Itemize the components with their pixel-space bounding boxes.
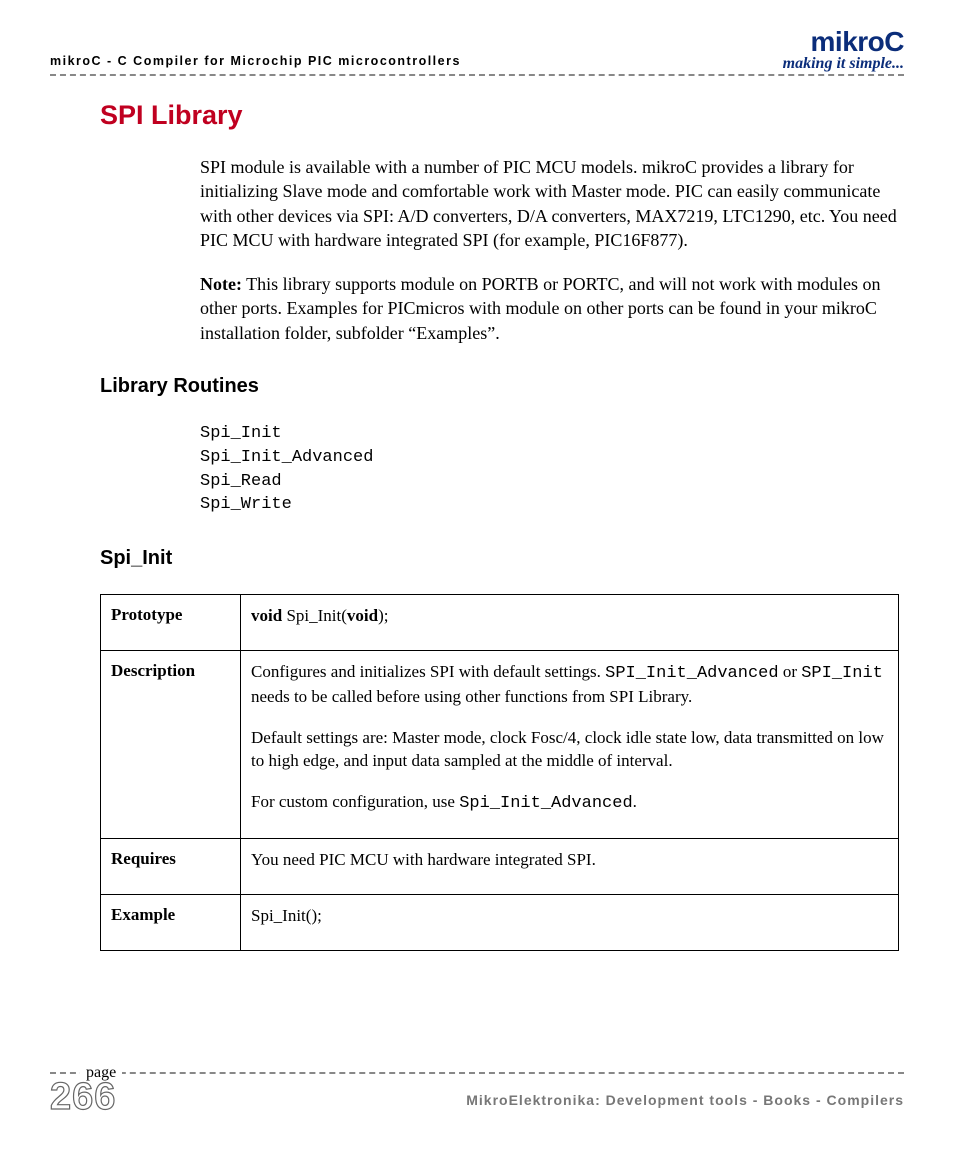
brand-logo-text: mikroC (783, 28, 904, 56)
brand-tagline: making it simple... (783, 56, 904, 72)
page-footer: page 266 MikroElektronika: Development t… (50, 1072, 904, 1119)
code-inline: Spi_Init_Advanced (459, 794, 632, 813)
row-label-example: Example (101, 894, 241, 950)
code-text: ); (378, 606, 388, 625)
routine-item: Spi_Read (200, 470, 904, 494)
section-library-routines: Library Routines (100, 375, 904, 398)
table-row: Requires You need PIC MCU with hardware … (101, 838, 899, 894)
desc-p2: Default settings are: Master mode, clock… (251, 727, 888, 773)
page-header: mikroC - C Compiler for Microchip PIC mi… (50, 28, 904, 72)
desc-text: . (633, 792, 637, 811)
note-text: This library supports module on PORTB or… (200, 274, 880, 343)
keyword: void (251, 606, 282, 625)
header-right: mikroC making it simple... (783, 28, 904, 72)
row-label-description: Description (101, 651, 241, 839)
routine-list: Spi_Init Spi_Init_Advanced Spi_Read Spi_… (200, 422, 904, 517)
page-content: SPI Library SPI module is available with… (50, 76, 904, 951)
row-label-prototype: Prototype (101, 595, 241, 651)
note-paragraph: Note: This library supports module on PO… (200, 272, 900, 345)
row-value-description: Configures and initializes SPI with defa… (241, 651, 899, 839)
desc-text: For custom configuration, use (251, 792, 459, 811)
footer-divider (50, 1072, 904, 1074)
routine-item: Spi_Init (200, 422, 904, 446)
page-number: 266 (50, 1076, 122, 1119)
keyword: void (347, 606, 378, 625)
note-label: Note: (200, 274, 242, 294)
routine-item: Spi_Init_Advanced (200, 446, 904, 470)
section-spi-init: Spi_Init (100, 547, 904, 570)
footer-company-text: MikroElektronika: Development tools - Bo… (466, 1092, 904, 1108)
row-value-example: Spi_Init(); (241, 894, 899, 950)
code-inline: SPI_Init_Advanced (605, 664, 778, 683)
row-value-prototype: void Spi_Init(void); (241, 595, 899, 651)
code-text: Spi_Init( (282, 606, 347, 625)
header-left-text: mikroC - C Compiler for Microchip PIC mi… (50, 54, 461, 72)
desc-text: needs to be called before using other fu… (251, 687, 692, 706)
code-inline: SPI_Init (801, 664, 883, 683)
footer-left: page 266 (50, 1078, 122, 1119)
page-title: SPI Library (100, 100, 904, 131)
row-label-requires: Requires (101, 838, 241, 894)
routine-item: Spi_Write (200, 493, 904, 517)
table-row: Example Spi_Init(); (101, 894, 899, 950)
table-row: Description Configures and initializes S… (101, 651, 899, 839)
desc-text: Configures and initializes SPI with defa… (251, 662, 605, 681)
table-row: Prototype void Spi_Init(void); (101, 595, 899, 651)
desc-p3: For custom configuration, use Spi_Init_A… (251, 791, 888, 816)
intro-paragraph: SPI module is available with a number of… (200, 155, 900, 252)
desc-text: or (779, 662, 802, 681)
row-value-requires: You need PIC MCU with hardware integrate… (241, 838, 899, 894)
desc-p1: Configures and initializes SPI with defa… (251, 661, 888, 709)
spec-table: Prototype void Spi_Init(void); Descripti… (100, 594, 899, 951)
